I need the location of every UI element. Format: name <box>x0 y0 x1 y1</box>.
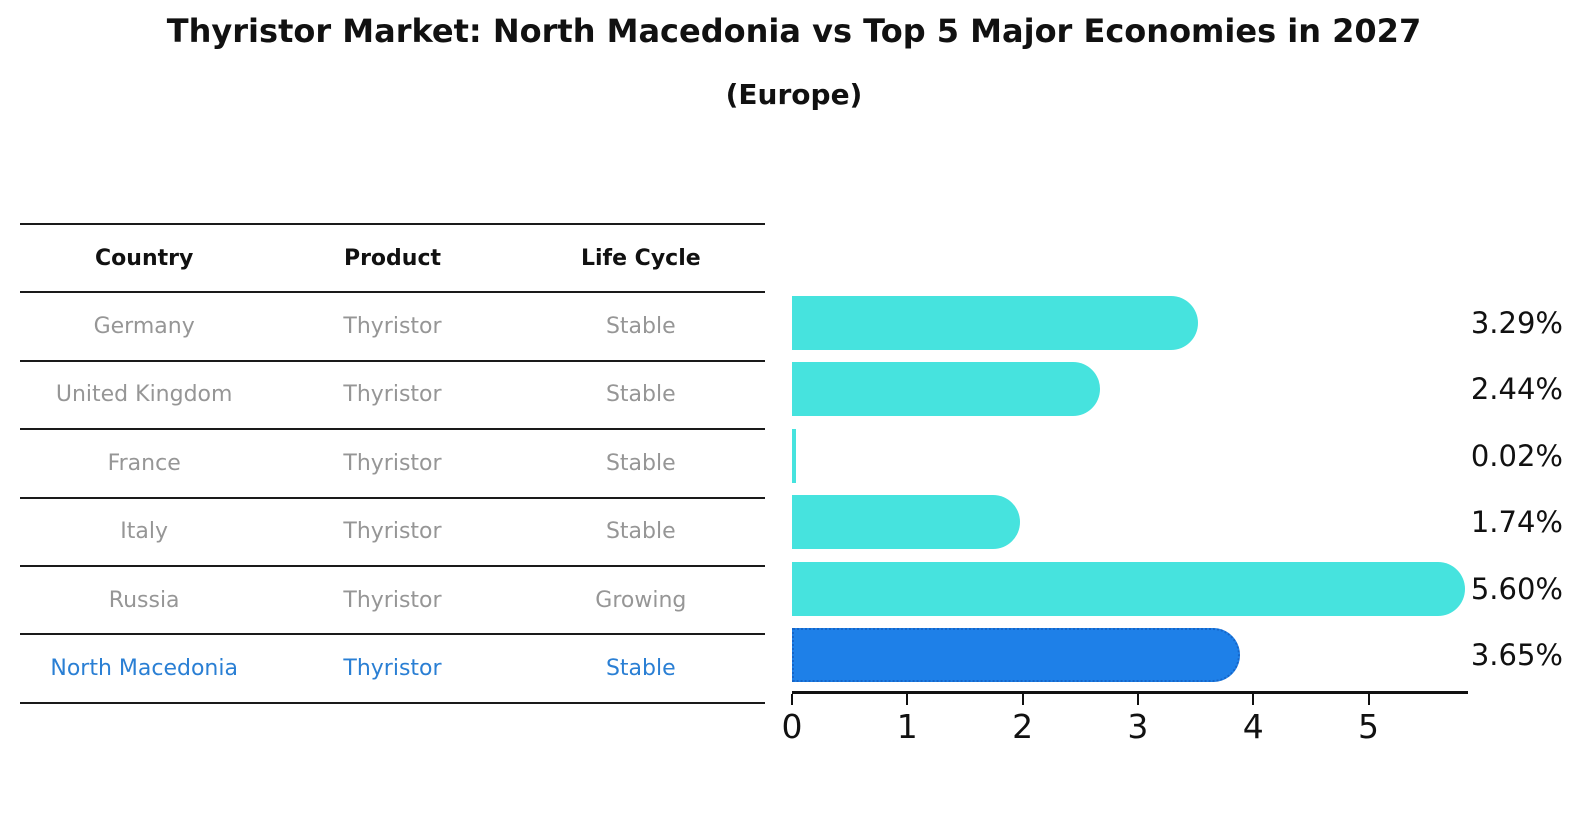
x-tick-label: 1 <box>896 707 918 746</box>
cell-country: France <box>107 450 181 476</box>
table-row: United Kingdom Thyristor Stable <box>20 359 765 428</box>
cell-country: Germany <box>93 314 195 340</box>
table-row: Germany Thyristor Stable <box>20 291 765 359</box>
cell-life-cycle: Stable <box>605 450 676 476</box>
x-tick-mark <box>1252 694 1255 705</box>
header-life-cycle: Life Cycle <box>580 245 701 271</box>
cell-country: Russia <box>108 587 180 613</box>
header-product: Product <box>343 245 442 271</box>
value-label: 0.02% <box>1470 438 1563 473</box>
cell-country: North Macedonia <box>50 656 238 682</box>
x-tick-label: 3 <box>1127 707 1149 746</box>
x-tick-mark <box>1136 694 1139 705</box>
x-tick-mark <box>791 694 793 705</box>
cell-product: Thyristor <box>343 519 442 545</box>
bar-france <box>792 428 796 483</box>
x-tick-mark <box>1367 694 1370 705</box>
chart-subtitle: (Europe) <box>725 78 863 111</box>
cell-life-cycle: Growing <box>595 587 687 613</box>
country-table: Country Product Life Cycle Germany Thyri… <box>20 223 765 704</box>
x-tick-label: 0 <box>781 707 803 746</box>
cell-life-cycle: Stable <box>605 519 676 545</box>
x-tick-mark <box>906 694 909 705</box>
value-label: 3.65% <box>1470 638 1563 673</box>
cell-product: Thyristor <box>343 656 442 682</box>
x-tick-label: 2 <box>1012 707 1034 746</box>
cell-life-cycle: Stable <box>605 656 676 682</box>
table-header-row: Country Product Life Cycle <box>20 223 765 291</box>
bar-russia <box>792 561 1465 616</box>
chart-title: Thyristor Market: North Macedonia vs Top… <box>166 12 1422 50</box>
header-country: Country <box>95 245 194 271</box>
x-tick-label: 4 <box>1242 707 1264 746</box>
bar-germany <box>792 296 1199 350</box>
value-label: 2.44% <box>1470 372 1563 407</box>
bar-north-macedonia-highlighted <box>792 628 1240 683</box>
x-axis-line <box>792 691 1468 694</box>
value-label: 5.60% <box>1470 571 1563 606</box>
value-label: 1.74% <box>1470 505 1563 540</box>
table-row: Russia Thyristor Growing <box>20 564 765 633</box>
cell-product: Thyristor <box>343 382 442 408</box>
table-row: France Thyristor Stable <box>20 428 765 496</box>
bar-italy <box>792 495 1020 550</box>
cell-life-cycle: Stable <box>605 314 676 340</box>
table-row-highlighted: North Macedonia Thyristor Stable <box>20 633 765 704</box>
cell-product: Thyristor <box>343 314 442 340</box>
x-tick-mark <box>1021 694 1024 705</box>
x-tick-label: 5 <box>1358 707 1379 746</box>
cell-product: Thyristor <box>343 587 442 613</box>
cell-country: Italy <box>120 519 169 545</box>
value-label: 3.29% <box>1470 306 1563 340</box>
cell-product: Thyristor <box>343 450 442 476</box>
table-row: Italy Thyristor Stable <box>20 496 765 565</box>
cell-life-cycle: Stable <box>605 382 676 408</box>
bar-united-kingdom <box>792 362 1101 417</box>
cell-country: United Kingdom <box>55 382 233 408</box>
